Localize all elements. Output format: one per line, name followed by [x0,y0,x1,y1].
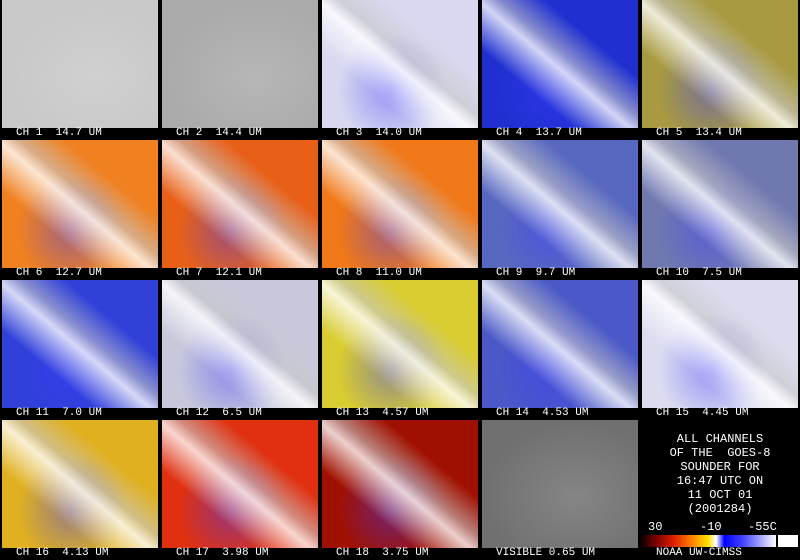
channel-label: CH 12 6.5 UM [176,407,262,419]
info-line: 11 OCT 01 [687,488,753,502]
info-line: ALL CHANNELS [676,432,764,446]
satellite-image [162,0,318,128]
colorbar-end [778,535,798,547]
channel-label: CH 9 9.7 UM [496,267,576,279]
satellite-image [482,280,638,408]
channel-panel: CH 14 4.53 UM [480,280,640,420]
satellite-image [482,140,638,268]
channel-panel: CH 13 4.57 UM [320,280,480,420]
channel-label: CH 6 12.7 UM [16,267,102,279]
satellite-image [2,0,158,128]
satellite-image [322,140,478,268]
colorbar-label: -10 [700,520,722,534]
channel-panel: CH 3 14.0 UM [320,0,480,140]
info-line: (2001284) [687,502,753,516]
channel-label: CH 13 4.57 UM [336,407,429,419]
channel-label: CH 3 14.0 UM [336,127,422,139]
channel-panel: CH 9 9.7 UM [480,140,640,280]
satellite-image [2,280,158,408]
channel-panel: VISIBLE 0.65 UM [480,420,640,560]
channel-panel: CH 11 7.0 UM [0,280,160,420]
satellite-image [322,280,478,408]
satellite-image [322,0,478,128]
satellite-image [2,420,158,548]
colorbar-label: -55C [748,520,777,534]
colorbar [640,535,776,547]
channel-panel: CH 6 12.7 UM [0,140,160,280]
channel-panel: CH 1 14.7 UM [0,0,160,140]
satellite-image [642,140,798,268]
channel-label: CH 1 14.7 UM [16,127,102,139]
satellite-image [642,280,798,408]
channel-panel: CH 16 4.13 UM [0,420,160,560]
channel-label: CH 16 4.13 UM [16,547,109,559]
channel-label: CH 2 14.4 UM [176,127,262,139]
channel-label: CH 10 7.5 UM [656,267,742,279]
credit: NOAA UW-CIMSS [656,547,742,559]
channel-label: CH 15 4.45 UM [656,407,749,419]
satellite-image [2,140,158,268]
satellite-image [322,420,478,548]
channel-label: VISIBLE 0.65 UM [496,547,596,559]
channel-label: CH 11 7.0 UM [16,407,102,419]
info-line: SOUNDER FOR [680,460,760,474]
colorbar-label: 30 [648,520,663,534]
channel-panel: CH 7 12.1 UM [160,140,320,280]
satellite-image [162,420,318,548]
info-line: 16:47 UTC ON [676,474,764,488]
channel-panel: CH 18 3.75 UM [320,420,480,560]
channel-label: CH 17 3.98 UM [176,547,269,559]
satellite-image [482,0,638,128]
satellite-image [642,0,798,128]
channel-label: CH 8 11.0 UM [336,267,422,279]
channel-panel: CH 10 7.5 UM [640,140,800,280]
satellite-image [162,280,318,408]
channel-panel: CH 5 13.4 UM [640,0,800,140]
channel-panel: CH 12 6.5 UM [160,280,320,420]
info-line: OF THE GOES-8 [669,446,771,460]
channel-panel: CH 8 11.0 UM [320,140,480,280]
satellite-image [482,420,638,548]
info-panel: ALL CHANNELS OF THE GOES-8 SOUNDER FOR 16:4… [640,420,800,560]
channel-label: CH 4 13.7 UM [496,127,582,139]
channel-label: CH 7 12.1 UM [176,267,262,279]
channel-label: CH 5 13.4 UM [656,127,742,139]
satellite-image [162,140,318,268]
channel-panel: CH 4 13.7 UM [480,0,640,140]
channel-panel: CH 2 14.4 UM [160,0,320,140]
channel-label: CH 18 3.75 UM [336,547,429,559]
channel-panel: CH 17 3.98 UM [160,420,320,560]
channel-panel: CH 15 4.45 UM [640,280,800,420]
channel-label: CH 14 4.53 UM [496,407,589,419]
